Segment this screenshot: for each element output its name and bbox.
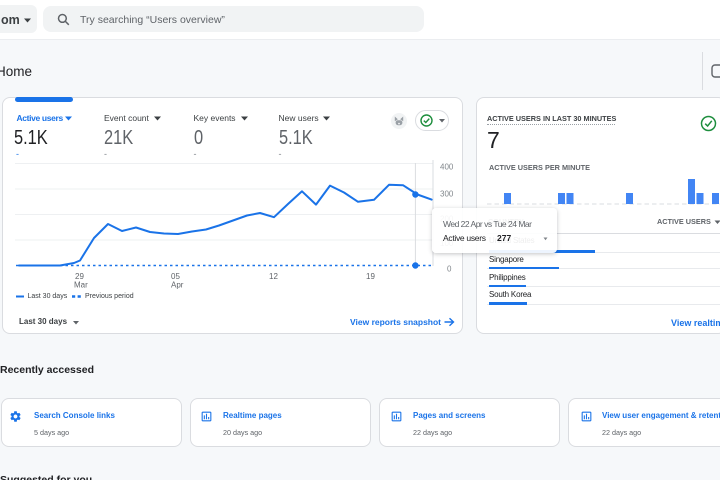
svg-text:300: 300 [440, 189, 454, 198]
svg-text:19: 19 [366, 272, 375, 281]
svg-text:Mar: Mar [74, 281, 88, 290]
svg-text:12: 12 [269, 272, 278, 281]
svg-text:29: 29 [75, 272, 84, 281]
svg-text:400: 400 [440, 163, 454, 172]
svg-text:05: 05 [171, 272, 180, 281]
svg-text:Apr: Apr [171, 281, 184, 290]
svg-text:0: 0 [447, 264, 452, 273]
